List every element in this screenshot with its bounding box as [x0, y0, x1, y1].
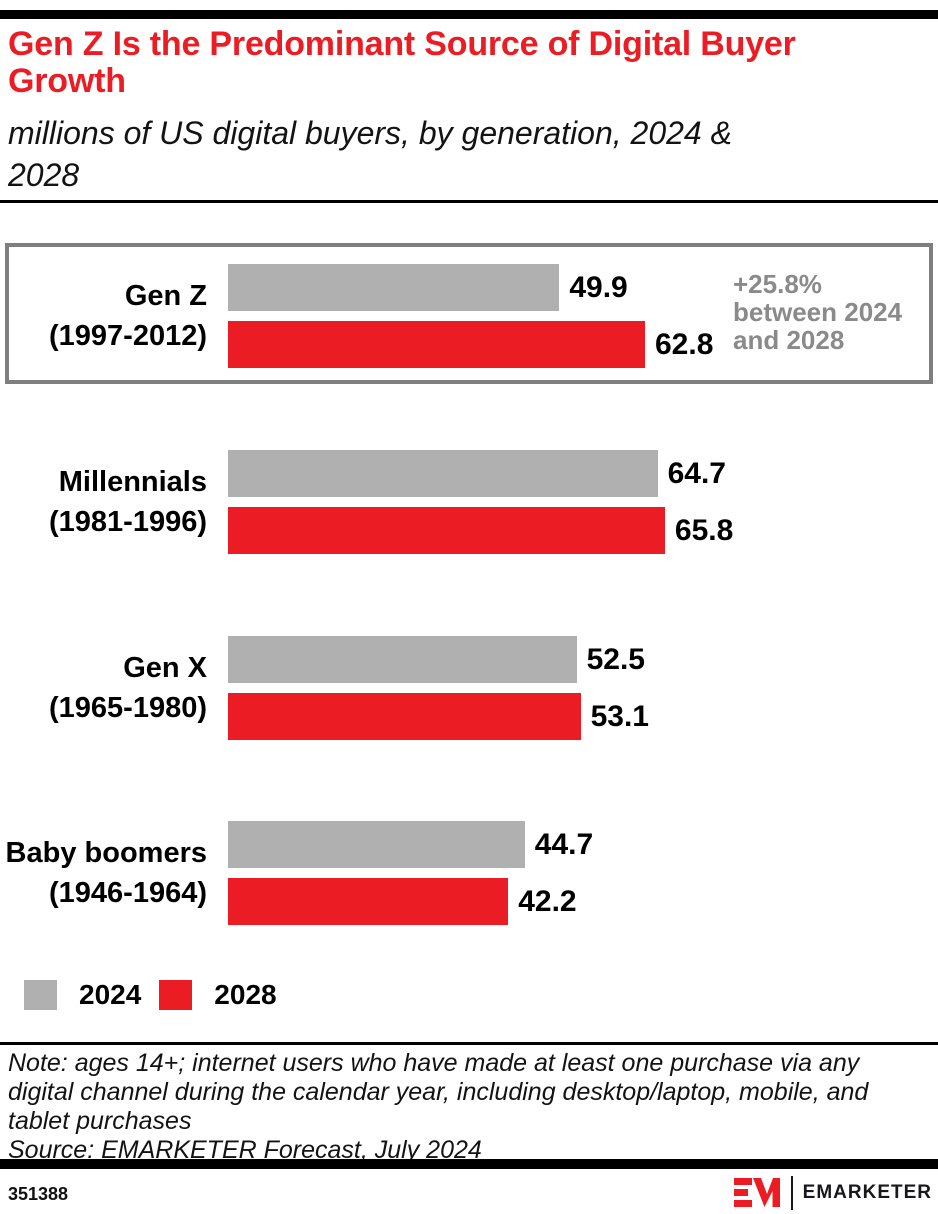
footnote-block: Note: ages 14+; internet users who have … — [8, 1049, 926, 1165]
page-subtitle-line1: millions of US digital buyers, by genera… — [8, 115, 732, 151]
value-label: 62.8 — [654, 327, 714, 361]
category-label: Gen Z (1997-2012) — [0, 276, 207, 356]
note-text: Note: ages 14+; internet users who have … — [8, 1049, 869, 1135]
logo-divider — [790, 1176, 793, 1210]
bar-2028: 62.8 — [228, 321, 713, 368]
category-years: (1946-1964) — [49, 877, 207, 909]
legend-swatch-2028 — [159, 980, 193, 1010]
category-years: (1997-2012) — [49, 320, 207, 352]
growth-annotation-line2: between 2024 — [733, 297, 903, 327]
value-label: 44.7 — [534, 827, 594, 861]
page-subtitle-line2: 2028 — [8, 157, 80, 193]
bar-group: Millennials (1981-1996) 64.7 65.8 — [0, 450, 938, 554]
category-label: Millennials (1981-1996) — [0, 462, 207, 542]
value-label: 49.9 — [569, 270, 628, 304]
category-name: Gen X — [123, 652, 207, 684]
bottom-black-bar — [0, 1159, 938, 1169]
legend-swatch-2024 — [24, 980, 57, 1010]
emarketer-logo: EMARKETER — [733, 1176, 932, 1210]
value-label: 64.7 — [667, 456, 726, 490]
legend-label-2028: 2028 — [214, 979, 277, 1010]
legend: 2024 2028 — [24, 979, 277, 1010]
bar-2024: 44.7 — [228, 821, 593, 868]
category-name: Gen Z — [124, 280, 207, 312]
title-divider-line — [0, 200, 938, 203]
bar-group: Gen X (1965-1980) 52.5 53.1 — [0, 636, 938, 740]
bar-2028: 65.8 — [228, 507, 733, 554]
category-name: Millennials — [58, 466, 207, 498]
chart-id: 351388 — [8, 1184, 69, 1204]
bar-2028: 42.2 — [228, 878, 577, 925]
value-label: 65.8 — [674, 513, 734, 547]
growth-annotation: +25.8% between 2024 and 2028 — [733, 270, 928, 354]
note-divider-line — [0, 1042, 938, 1045]
category-name: Baby boomers — [5, 837, 207, 869]
page-subtitle: millions of US digital buyers, by genera… — [8, 112, 928, 196]
bar-group: Gen Z (1997-2012) 49.9 62.8 — [0, 264, 938, 368]
page-title-line2: Growth — [8, 62, 126, 100]
growth-annotation-line3: and 2028 — [733, 325, 845, 355]
page-title: Gen Z Is the Predominant Source of Digit… — [8, 26, 928, 100]
bar-2024: 64.7 — [228, 450, 726, 497]
page-title-line1: Gen Z Is the Predominant Source of Digit… — [8, 25, 796, 63]
bar-2024: 52.5 — [228, 636, 645, 683]
legend-label-2024: 2024 — [79, 979, 142, 1010]
category-years: (1981-1996) — [49, 506, 207, 538]
bar-2028: 53.1 — [228, 693, 649, 740]
value-label: 53.1 — [590, 699, 649, 733]
top-black-bar — [0, 10, 938, 19]
brand-wordmark: EMARKETER — [802, 1182, 932, 1203]
category-years: (1965-1980) — [49, 692, 207, 724]
emarketer-em-icon — [733, 1178, 780, 1207]
category-label: Baby boomers (1946-1964) — [0, 833, 207, 913]
value-label: 42.2 — [518, 884, 577, 918]
bar-2024: 49.9 — [228, 264, 628, 311]
value-label: 52.5 — [586, 642, 645, 676]
category-label: Gen X (1965-1980) — [0, 648, 207, 728]
growth-annotation-line1: +25.8% — [733, 269, 822, 299]
bar-group: Baby boomers (1946-1964) 44.7 42.2 — [0, 821, 938, 925]
